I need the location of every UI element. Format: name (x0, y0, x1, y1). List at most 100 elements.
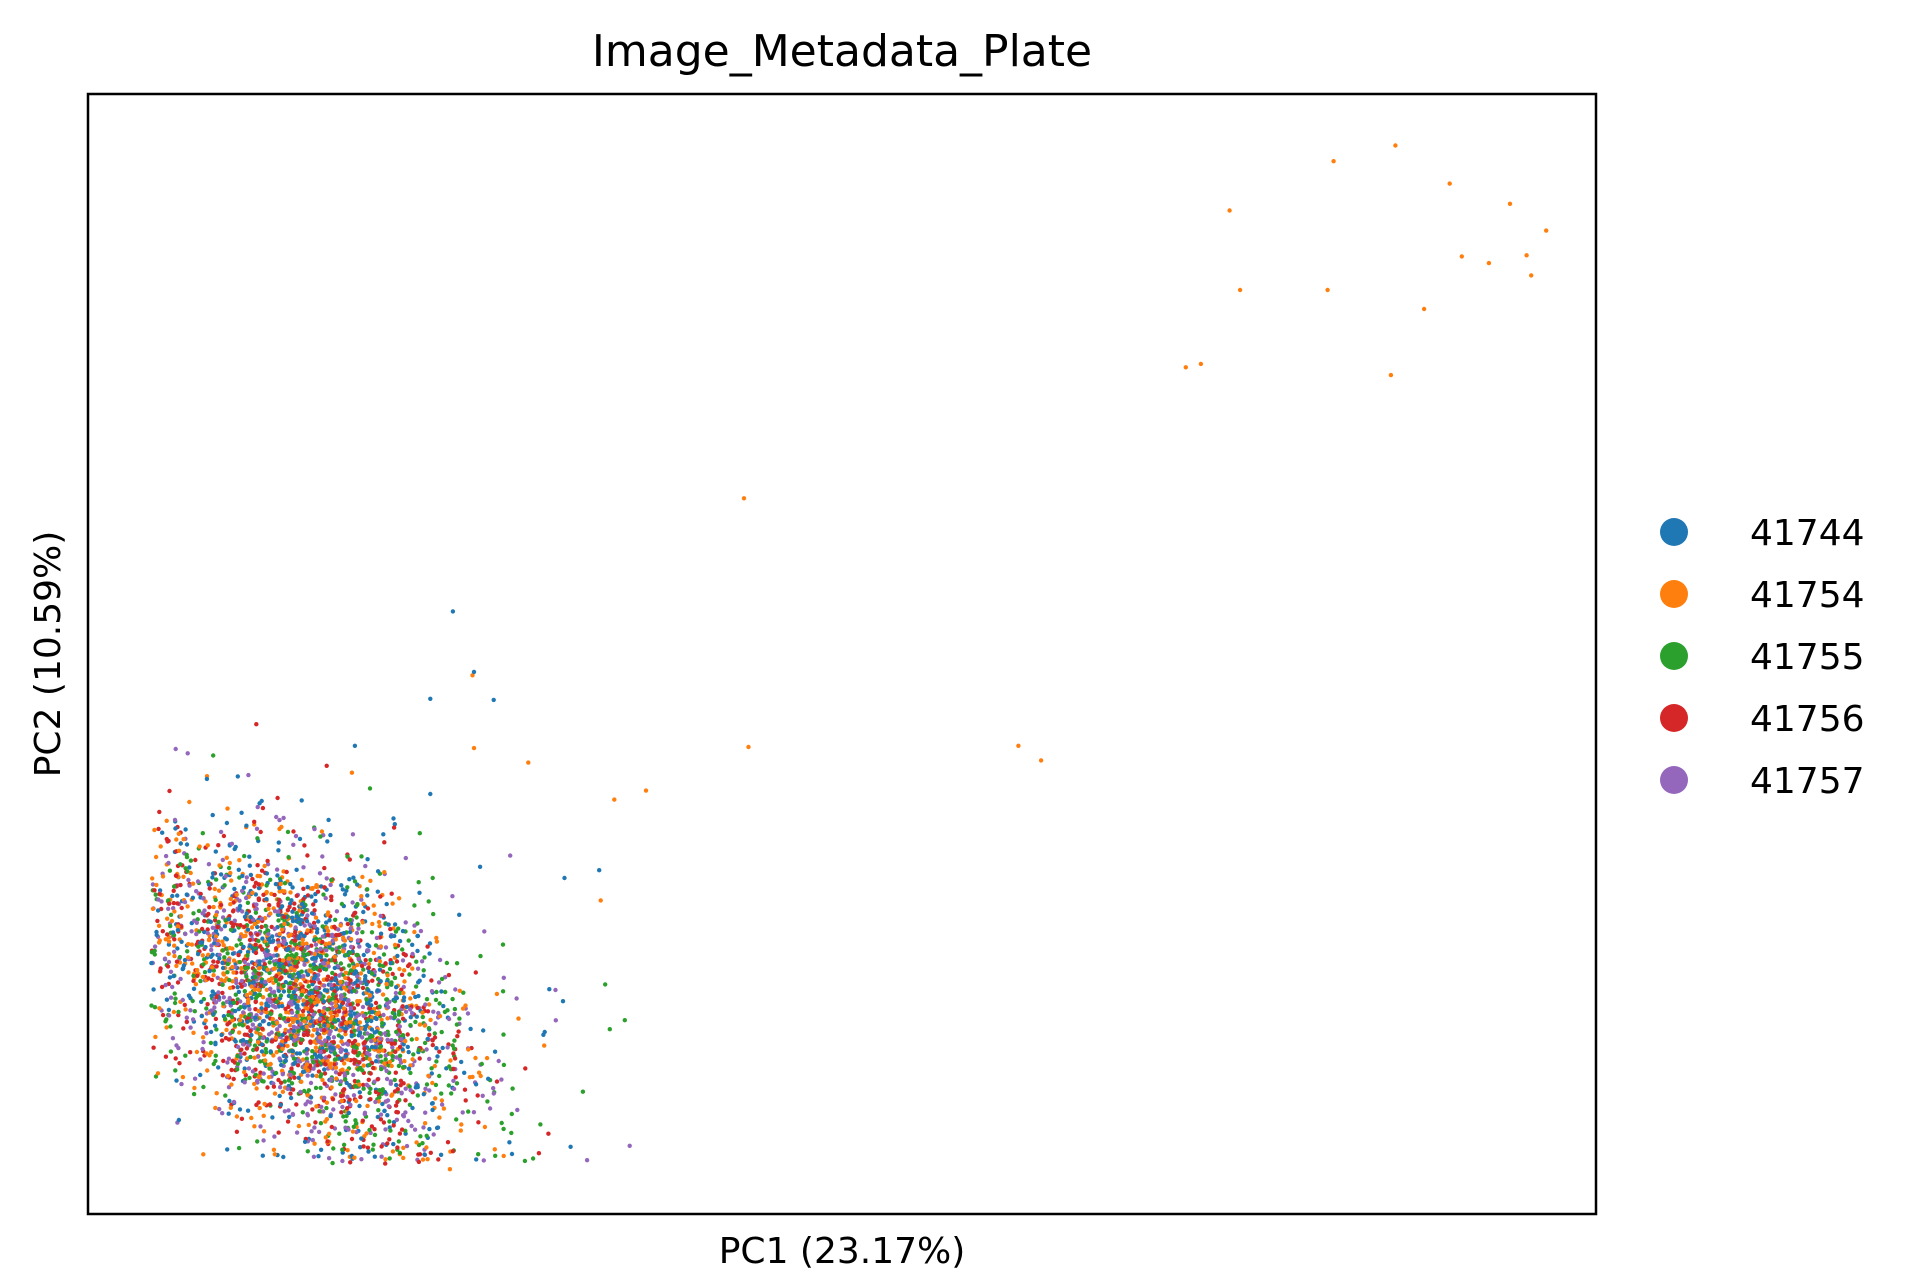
scatter-point-41756 (225, 1022, 230, 1027)
scatter-point-41744 (275, 873, 280, 878)
scatter-point-41755 (201, 962, 206, 967)
scatter-point-41755 (390, 1054, 395, 1059)
scatter-point-41757 (274, 814, 279, 820)
scatter-point-41754 (341, 1006, 347, 1011)
scatter-point-41755 (378, 1054, 383, 1059)
scatter-point-41757 (340, 1104, 345, 1110)
scatter-point-41754 (312, 1141, 317, 1146)
scatter-point-41757 (584, 1158, 590, 1163)
scatter-point-41755 (437, 1073, 442, 1079)
scatter-point-41755 (348, 917, 353, 923)
scatter-point-41754 (372, 911, 377, 916)
scatter-point-41757 (359, 897, 364, 902)
scatter-point-41755 (232, 1023, 237, 1028)
scatter-point-41754 (401, 990, 406, 996)
scatter-point-41757 (460, 1110, 465, 1115)
scatter-point-41744 (199, 999, 204, 1004)
scatter-point-41744 (450, 609, 456, 614)
scatter-point-41756 (334, 932, 339, 938)
scatter-point-41754 (237, 858, 242, 863)
scatter-point-41754 (494, 991, 500, 997)
scatter-point-41756 (394, 1109, 399, 1115)
scatter-point-41744 (257, 1022, 263, 1027)
scatter-point-41756 (221, 1058, 226, 1064)
scatter-point-41756 (476, 1120, 481, 1125)
scatter-point-41755 (294, 952, 299, 957)
scatter-point-41756 (370, 978, 375, 983)
scatter-point-41744 (395, 953, 400, 959)
scatter-point-41755 (168, 912, 174, 917)
scatter-point-41744 (372, 1154, 377, 1159)
scatter-point-41756 (188, 1050, 193, 1055)
scatter-point-41754 (241, 934, 246, 939)
scatter-point-41754 (1486, 260, 1492, 266)
scatter-point-41755 (384, 997, 390, 1002)
scatter-point-41755 (433, 1082, 439, 1088)
scatter-point-41756 (294, 1102, 299, 1107)
scatter-point-41754 (377, 959, 383, 964)
scatter-point-41754 (187, 799, 192, 805)
scatter-point-41755 (325, 1007, 330, 1012)
scatter-point-41757 (384, 1001, 390, 1006)
scatter-point-41754 (195, 967, 200, 973)
scatter-point-41744 (547, 987, 552, 992)
scatter-point-41757 (553, 987, 558, 993)
scatter-point-41756 (270, 1039, 275, 1044)
scatter-point-41744 (375, 988, 380, 993)
scatter-point-41756 (206, 976, 211, 981)
scatter-point-41744 (365, 893, 370, 898)
scatter-point-41754 (292, 1016, 297, 1022)
scatter-point-41755 (396, 1019, 402, 1024)
scatter-point-41744 (239, 810, 244, 815)
scatter-point-41757 (409, 1123, 414, 1129)
scatter-point-41756 (462, 1087, 468, 1092)
scatter-point-41755 (202, 970, 208, 975)
scatter-point-41756 (445, 1140, 451, 1145)
scatter-point-41744 (414, 1014, 419, 1019)
scatter-point-41756 (383, 1161, 388, 1166)
scatter-point-41744 (410, 942, 415, 947)
scatter-point-41754 (200, 953, 205, 958)
scatter-point-41754 (175, 924, 180, 929)
scatter-point-41756 (179, 905, 184, 911)
scatter-point-41744 (290, 909, 295, 914)
scatter-point-41757 (255, 804, 260, 810)
scatter-point-41757 (322, 1095, 327, 1101)
scatter-point-41754 (339, 1098, 344, 1104)
scatter-point-41754 (339, 1039, 344, 1044)
scatter-point-41757 (351, 1072, 356, 1078)
scatter-point-41754 (153, 854, 159, 860)
scatter-point-41756 (291, 829, 296, 834)
scatter-point-41756 (276, 1077, 281, 1083)
scatter-point-41756 (181, 1026, 186, 1031)
scatter-point-41754 (305, 928, 310, 933)
scatter-point-41757 (394, 1117, 400, 1123)
scatter-point-41744 (298, 921, 303, 927)
scatter-point-41754 (326, 1131, 332, 1137)
scatter-point-41755 (476, 1152, 481, 1157)
scatter-point-41754 (263, 1058, 268, 1063)
scatter-point-41744 (259, 1006, 264, 1011)
scatter-point-41757 (168, 969, 174, 974)
scatter-point-41756 (205, 927, 210, 932)
scatter-point-41757 (272, 926, 277, 932)
scatter-point-41744 (385, 1113, 390, 1118)
scatter-point-41754 (224, 1027, 229, 1033)
scatter-point-41756 (349, 958, 354, 963)
scatter-point-41757 (205, 930, 210, 936)
scatter-point-41755 (449, 1091, 454, 1096)
scatter-point-41756 (284, 1035, 289, 1040)
scatter-point-41744 (562, 875, 567, 881)
scatter-point-41756 (293, 929, 298, 935)
scatter-point-41755 (348, 968, 354, 973)
scatter-point-41756 (259, 868, 265, 873)
scatter-point-41744 (276, 848, 281, 853)
scatter-point-41754 (228, 870, 233, 876)
scatter-point-41755 (345, 854, 350, 859)
scatter-point-41756 (202, 918, 207, 924)
scatter-point-41754 (364, 1131, 369, 1136)
scatter-point-41754 (238, 966, 244, 971)
scatter-point-41754 (426, 1073, 431, 1079)
scatter-point-41755 (282, 881, 288, 886)
scatter-point-41756 (494, 1079, 500, 1084)
